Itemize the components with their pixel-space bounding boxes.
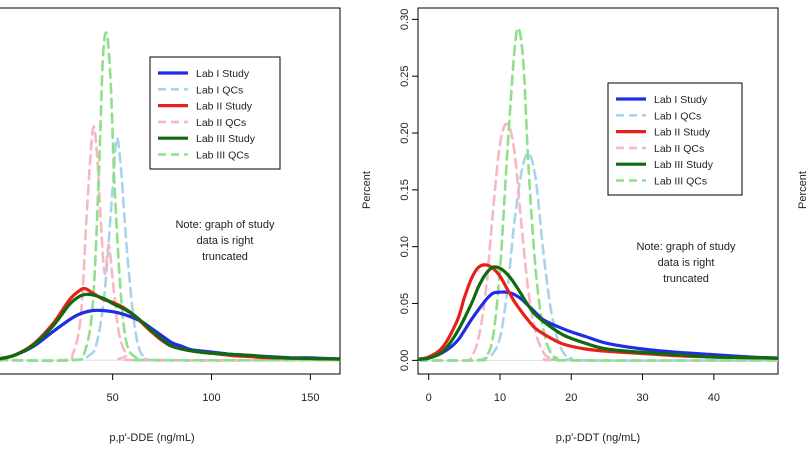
dde-series-lab-i-study [0, 308, 340, 361]
dde-series-lab-ii-study [0, 286, 340, 361]
ddt-y-tick-label: 0.25 [399, 65, 411, 86]
dde-series-lab-iii-study [0, 292, 340, 361]
ddt-x-tick-label: 30 [636, 392, 648, 404]
dde-series-lab-iii-qcs [0, 31, 340, 363]
ddt-note-line-1: Note: graph of study [636, 241, 736, 253]
dde-x-axis: 50 100 150 [0, 359, 340, 404]
dde-curves [0, 31, 340, 363]
dde-legend-label: Lab III QCs [196, 150, 249, 162]
dde-note: Note: graph of study data is right trunc… [175, 219, 275, 263]
dde-legend: Lab I Study Lab I QCs Lab II Study Lab II Q… [149, 56, 281, 170]
dde-legend-box [149, 56, 281, 170]
ddt-y-tick-label: 0.00 [399, 350, 411, 371]
dde-note-line-1: Note: graph of study [175, 219, 275, 231]
ddt-legend-box [607, 82, 743, 196]
dde-legend-label: Lab II Study [196, 101, 253, 113]
ddt-legend-label: Lab III Study [654, 159, 714, 171]
ddt-note: Note: graph of study data is right trunc… [636, 241, 736, 285]
ddt-density-panel: 0 10 20 30 40 0.00 0.05 0.10 0.15 0.20 0.25 0.30 p,… [361, 7, 779, 444]
dde-legend-label: Lab I Study [196, 68, 250, 80]
ddt-note-line-2: data is right [658, 257, 715, 269]
ddt-note-line-3: truncated [663, 273, 709, 285]
dde-plot-frame [0, 7, 341, 375]
ddt-legend: Lab I Study Lab I QCs Lab II Study Lab II Q… [607, 82, 743, 196]
dde-legend-label: Lab III Study [196, 133, 256, 145]
dde-note-line-3: truncated [202, 251, 248, 263]
ddt-legend-label: Lab I Study [654, 94, 708, 106]
dde-x-axis-label: p,p'-DDE (ng/mL) [109, 432, 194, 444]
ddt-x-tick-label: 20 [565, 392, 577, 404]
ddt-y-tick-label: 0.05 [399, 293, 411, 314]
ddt-series-lab-ii-study [418, 263, 778, 361]
ddt-x-tick-label: 0 [426, 392, 432, 404]
ddt-plot-frame [417, 7, 779, 375]
ddt-legend-label: Lab II QCs [654, 143, 704, 155]
dde-x-tick-label: 150 [301, 392, 319, 404]
dde-series-lab-ii-qcs [0, 125, 340, 362]
ddt-legend-label: Lab I QCs [654, 110, 701, 122]
ddt-curves [418, 26, 778, 362]
dde-x-tick-label: 50 [107, 392, 119, 404]
third-panel-y-axis-label: Percent [797, 171, 808, 209]
ddt-x-axis-label: p,p'-DDT (ng/mL) [556, 432, 640, 444]
ddt-series-lab-iii-study [418, 265, 778, 361]
ddt-legend-label: Lab III QCs [654, 176, 707, 188]
dde-x-tick-label: 100 [202, 392, 220, 404]
dde-note-line-2: data is right [197, 235, 254, 247]
ddt-y-tick-label: 0.30 [399, 9, 411, 30]
ddt-series-lab-ii-qcs [418, 122, 778, 362]
dde-legend-label: Lab I QCs [196, 84, 243, 96]
dde-legend-label: Lab II QCs [196, 117, 246, 129]
dde-density-panel: 50 100 150 p,p'-DDE (ng/mL) Lab I StudyLab… [0, 7, 341, 444]
ddt-series-lab-iii-qcs [418, 26, 778, 362]
dde-series-lab-i-qcs [0, 136, 340, 362]
ddt-y-tick-label: 0.10 [399, 236, 411, 257]
ddt-x-tick-label: 10 [494, 392, 506, 404]
ddt-x-tick-label: 40 [708, 392, 720, 404]
ddt-y-tick-label: 0.15 [399, 179, 411, 200]
ddt-y-tick-label: 0.20 [399, 122, 411, 143]
ddt-legend-label: Lab II Study [654, 127, 711, 139]
ddt-series-lab-i-qcs [418, 152, 778, 362]
ddt-y-axis-label: Percent [361, 171, 373, 209]
